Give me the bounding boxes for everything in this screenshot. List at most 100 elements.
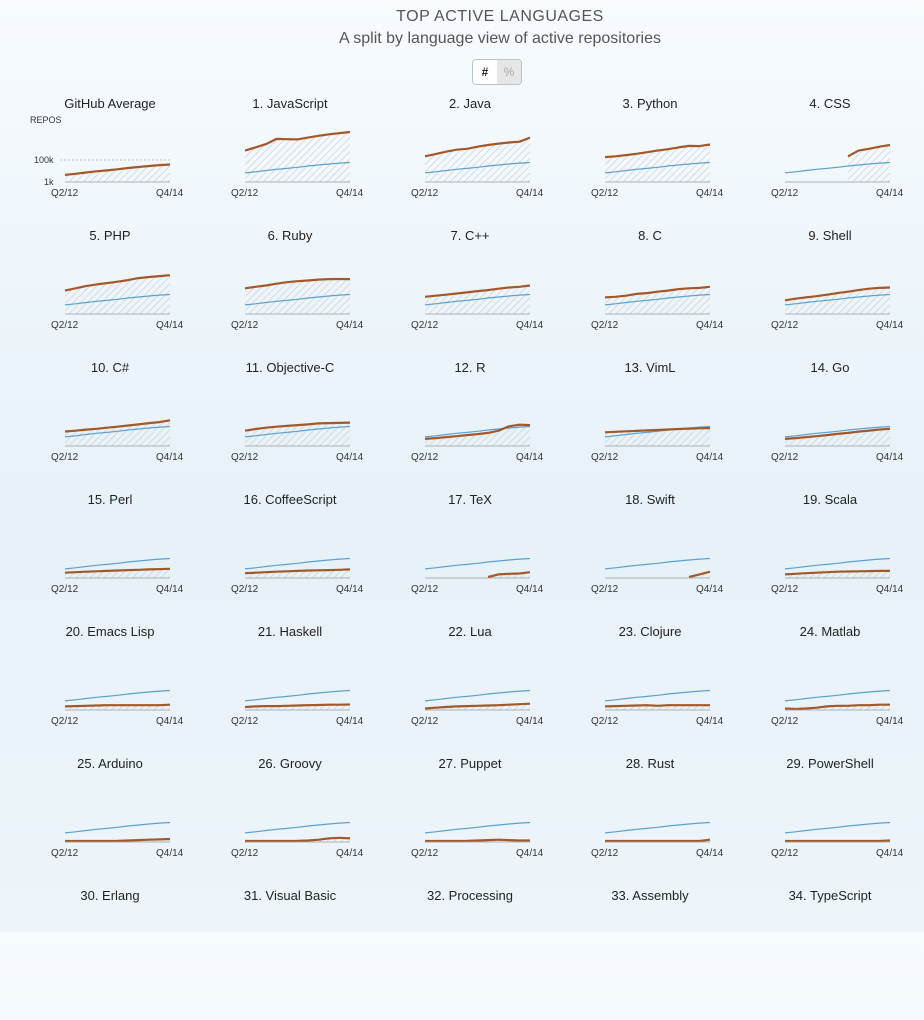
average-line: [64, 425, 171, 438]
panel-chart: Q2/12 Q4/14: [411, 689, 544, 727]
y-axis-label: REPOS: [30, 115, 62, 125]
panel-chart: Q2/12 Q4/14: [231, 689, 364, 727]
language-line: [785, 839, 891, 843]
panel-title: 16. CoffeeScript: [243, 492, 337, 507]
average-line: [244, 689, 351, 702]
x-tick-label-start: Q2/12: [231, 320, 259, 331]
panel-2: 2. Java Q2/12 Q4/14: [380, 96, 560, 228]
panel-chart: Q2/12 Q4/14: [231, 557, 364, 595]
x-tick-label-start: Q2/12: [591, 716, 619, 727]
panel-11: 11. Objective-C Q2/12 Q4/14: [200, 360, 380, 492]
x-tick-label-end: Q4/14: [156, 716, 184, 727]
panel-title: 3. Python: [622, 96, 678, 111]
average-line: [424, 425, 531, 438]
panel-29: 29. PowerShell Q2/12 Q4/14: [740, 756, 920, 888]
x-tick-label-end: Q4/14: [516, 452, 544, 463]
language-area: [65, 568, 170, 578]
language-line: [64, 163, 171, 176]
panel-5: 5. PHP Q2/12 Q4/14: [20, 228, 200, 360]
panel-12: 12. R Q2/12 Q4/14: [380, 360, 560, 492]
x-tick-label-start: Q2/12: [591, 320, 619, 331]
x-tick-label-end: Q4/14: [696, 584, 724, 595]
panel-title: 13. VimL: [624, 360, 676, 375]
x-tick-label-start: Q2/12: [51, 848, 79, 859]
panel-3: 3. Python Q2/12 Q4/14: [560, 96, 740, 228]
average-line: [784, 425, 891, 438]
average-line: [424, 557, 531, 570]
average-line: [424, 161, 531, 174]
panel-chart: Q2/12 Q4/14: [51, 419, 184, 463]
panel-title: 17. TeX: [448, 492, 492, 507]
x-tick-label-end: Q4/14: [696, 452, 724, 463]
panel-chart: Q2/12 Q4/14: [231, 821, 364, 859]
x-tick-label-end: Q4/14: [336, 848, 364, 859]
count-toggle-button[interactable]: #: [473, 60, 497, 84]
average-line: [604, 689, 711, 702]
average-line: [784, 293, 891, 306]
panel-title: 11. Objective-C: [245, 360, 335, 375]
language-line: [847, 143, 891, 158]
x-tick-label-start: Q2/12: [411, 584, 439, 595]
language-area: [605, 428, 710, 446]
y-tick-label: 100k: [34, 155, 54, 165]
panel-chart: Q2/12 Q4/14: [591, 821, 724, 859]
x-tick-label-start: Q2/12: [231, 452, 259, 463]
panel-title: 15. Perl: [87, 492, 133, 507]
panel-title: GitHub Average: [64, 96, 156, 111]
average-line: [784, 161, 891, 174]
x-tick-label-start: Q2/12: [771, 188, 799, 199]
language-area: [605, 286, 710, 314]
panel-chart: Q2/12 Q4/14: [51, 557, 184, 595]
average-line: [424, 821, 531, 834]
panel-chart: Q2/12 Q4/14: [771, 689, 904, 727]
x-tick-label-end: Q4/14: [336, 320, 364, 331]
x-tick-label-start: Q2/12: [771, 716, 799, 727]
x-tick-label-start: Q2/12: [411, 716, 439, 727]
panel-31: 31. Visual Basic: [200, 888, 380, 1020]
x-tick-label-start: Q2/12: [591, 584, 619, 595]
language-area: [785, 287, 890, 314]
panel-title: 19. Scala: [802, 492, 858, 507]
x-tick-label-end: Q4/14: [696, 716, 724, 727]
panel-25: 25. Arduino Q2/12 Q4/14: [20, 756, 200, 888]
panel-title: 21. Haskell: [257, 624, 323, 639]
language-area: [245, 837, 350, 842]
x-tick-label-start: Q2/12: [771, 848, 799, 859]
panel-21: 21. Haskell Q2/12 Q4/14: [200, 624, 380, 756]
panel-title: 8. C: [638, 228, 662, 243]
language-line: [244, 703, 351, 709]
panel-title: 34. TypeScript: [788, 888, 872, 903]
panel-title: 18. Swift: [625, 492, 675, 507]
language-area: [65, 420, 170, 446]
language-area: [785, 428, 890, 446]
panel-13: 13. VimL Q2/12 Q4/14: [560, 360, 740, 492]
x-tick-label-end: Q4/14: [336, 584, 364, 595]
language-line: [487, 571, 531, 579]
panel-title: 2. Java: [449, 96, 491, 111]
percent-toggle-button[interactable]: %: [497, 60, 521, 84]
panel-23: 23. Clojure Q2/12 Q4/14: [560, 624, 740, 756]
panel-18: 18. Swift Q2/12 Q4/14: [560, 492, 740, 624]
x-tick-label-end: Q4/14: [876, 584, 904, 595]
page-subtitle: A split by language view of active repos…: [339, 30, 661, 47]
x-tick-label-end: Q4/14: [876, 848, 904, 859]
x-tick-label-start: Q2/12: [411, 188, 439, 199]
x-tick-label-end: Q4/14: [156, 848, 184, 859]
language-line: [424, 423, 531, 440]
language-area: [65, 275, 170, 314]
panel-30: 30. Erlang: [20, 888, 200, 1020]
x-tick-label-end: Q4/14: [696, 320, 724, 331]
x-tick-label-end: Q4/14: [156, 188, 184, 199]
panel-title: 23. Clojure: [618, 624, 682, 639]
x-tick-label-end: Q4/14: [156, 584, 184, 595]
panel-26: 26. Groovy Q2/12 Q4/14: [200, 756, 380, 888]
language-area: [65, 164, 170, 182]
average-line: [604, 293, 711, 306]
language-area: [425, 424, 530, 446]
x-tick-label-start: Q2/12: [51, 188, 79, 199]
average-line: [64, 689, 171, 702]
x-tick-label-end: Q4/14: [516, 716, 544, 727]
panel-22: 22. Lua Q2/12 Q4/14: [380, 624, 560, 756]
panel-title: 33. Assembly: [611, 888, 689, 903]
average-line: [244, 425, 351, 438]
